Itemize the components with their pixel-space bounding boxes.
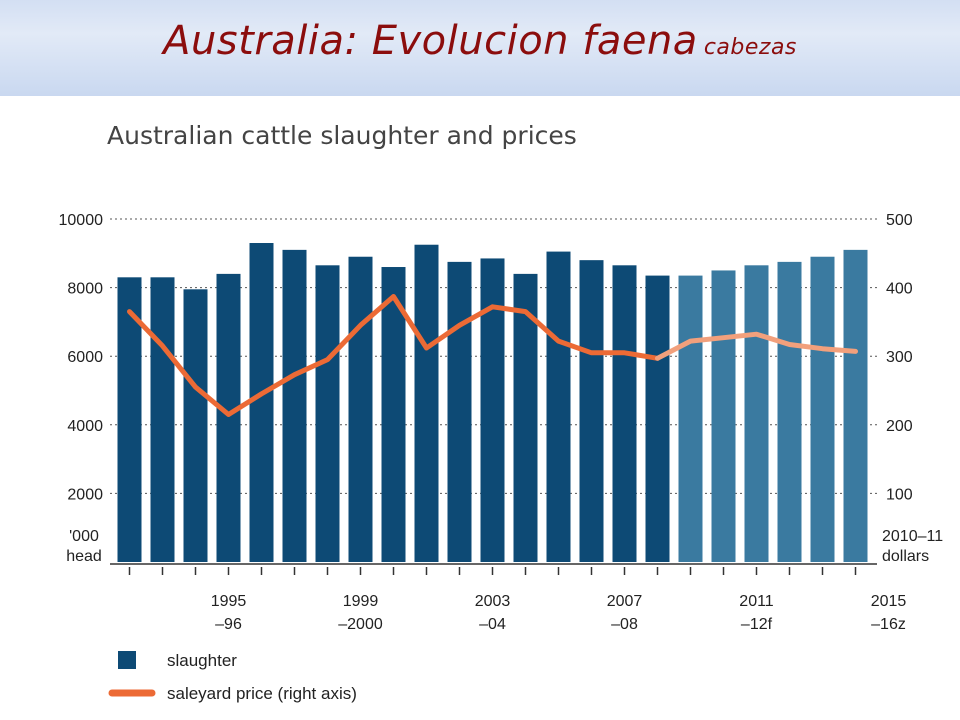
left-axis-unit: '000 xyxy=(69,528,99,545)
slaughter-bar xyxy=(348,256,373,562)
slaughter-bar xyxy=(744,265,769,562)
slaughter-bar xyxy=(249,243,274,562)
legend-label-price: saleyard price (right axis) xyxy=(167,684,357,703)
left-tick-label: 10000 xyxy=(59,212,104,229)
slaughter-bars xyxy=(117,243,868,562)
x-tick-label: –2000 xyxy=(338,616,383,633)
x-tick-label: 1999 xyxy=(343,593,379,610)
right-axis-unit: dollars xyxy=(882,548,929,565)
axes: 2000 4000 6000 8000 10000 100 200 300 400 500 '000… xyxy=(59,212,944,633)
left-tick-label: 8000 xyxy=(67,281,103,298)
slaughter-bar xyxy=(579,260,604,562)
legend-swatch-slaughter xyxy=(118,651,136,669)
slide-title-main: Australia: Evolucion faena xyxy=(163,18,698,64)
slaughter-bar xyxy=(315,265,340,562)
right-tick-label: 200 xyxy=(886,418,913,435)
x-tick-label: 1995 xyxy=(211,593,247,610)
left-tick-label: 2000 xyxy=(67,486,103,503)
slaughter-bar xyxy=(777,261,802,562)
x-tick-label: 2015 xyxy=(871,593,907,610)
slaughter-bar xyxy=(117,277,142,562)
right-axis-unit: 2010–11 xyxy=(882,528,943,545)
slide-title-subtitle: cabezas xyxy=(703,35,797,60)
x-tick-label: 2011 xyxy=(739,593,774,610)
price-lines xyxy=(127,294,858,417)
slaughter-bar xyxy=(414,244,439,562)
left-tick-label: 6000 xyxy=(67,349,103,366)
x-tick-label: –16z xyxy=(871,616,906,633)
legend-label-slaughter: slaughter xyxy=(167,651,237,670)
slaughter-bar xyxy=(645,275,670,562)
right-tick-label: 300 xyxy=(886,349,913,366)
slaughter-bar xyxy=(711,270,736,562)
slaughter-bar xyxy=(183,289,208,562)
x-tick-label: 2003 xyxy=(475,593,511,610)
slaughter-bar xyxy=(282,249,307,562)
slaughter-bar xyxy=(678,275,703,562)
price-line-forecast xyxy=(655,331,858,361)
slaughter-bar xyxy=(150,277,175,562)
left-axis-unit: head xyxy=(66,548,102,565)
slaughter-bar xyxy=(381,267,406,562)
slide-title: Australia: Evolucion faena cabezas xyxy=(0,18,960,64)
price-line-actual xyxy=(127,294,660,417)
slaughter-bar xyxy=(216,273,241,562)
slaughter-bar xyxy=(546,251,571,562)
right-tick-label: 100 xyxy=(886,486,913,503)
legend: slaughter saleyard price (right axis) xyxy=(108,651,357,703)
left-tick-label: 4000 xyxy=(67,418,103,435)
slaughter-bar xyxy=(843,249,868,562)
x-tick-label: 2007 xyxy=(607,593,643,610)
title-banner xyxy=(0,0,960,96)
slaughter-bar xyxy=(810,256,835,562)
x-tick-label: –04 xyxy=(479,616,506,633)
x-tick-label: –12f xyxy=(741,616,773,633)
chart-title: Australian cattle slaughter and prices xyxy=(107,121,577,150)
right-tick-label: 400 xyxy=(886,281,913,298)
x-tick-label: –96 xyxy=(215,616,242,633)
slaughter-bar xyxy=(612,265,637,562)
right-tick-label: 500 xyxy=(886,212,913,229)
slaughter-bar xyxy=(480,258,505,562)
x-tick-label: –08 xyxy=(611,616,638,633)
slaughter-bar xyxy=(447,261,472,562)
